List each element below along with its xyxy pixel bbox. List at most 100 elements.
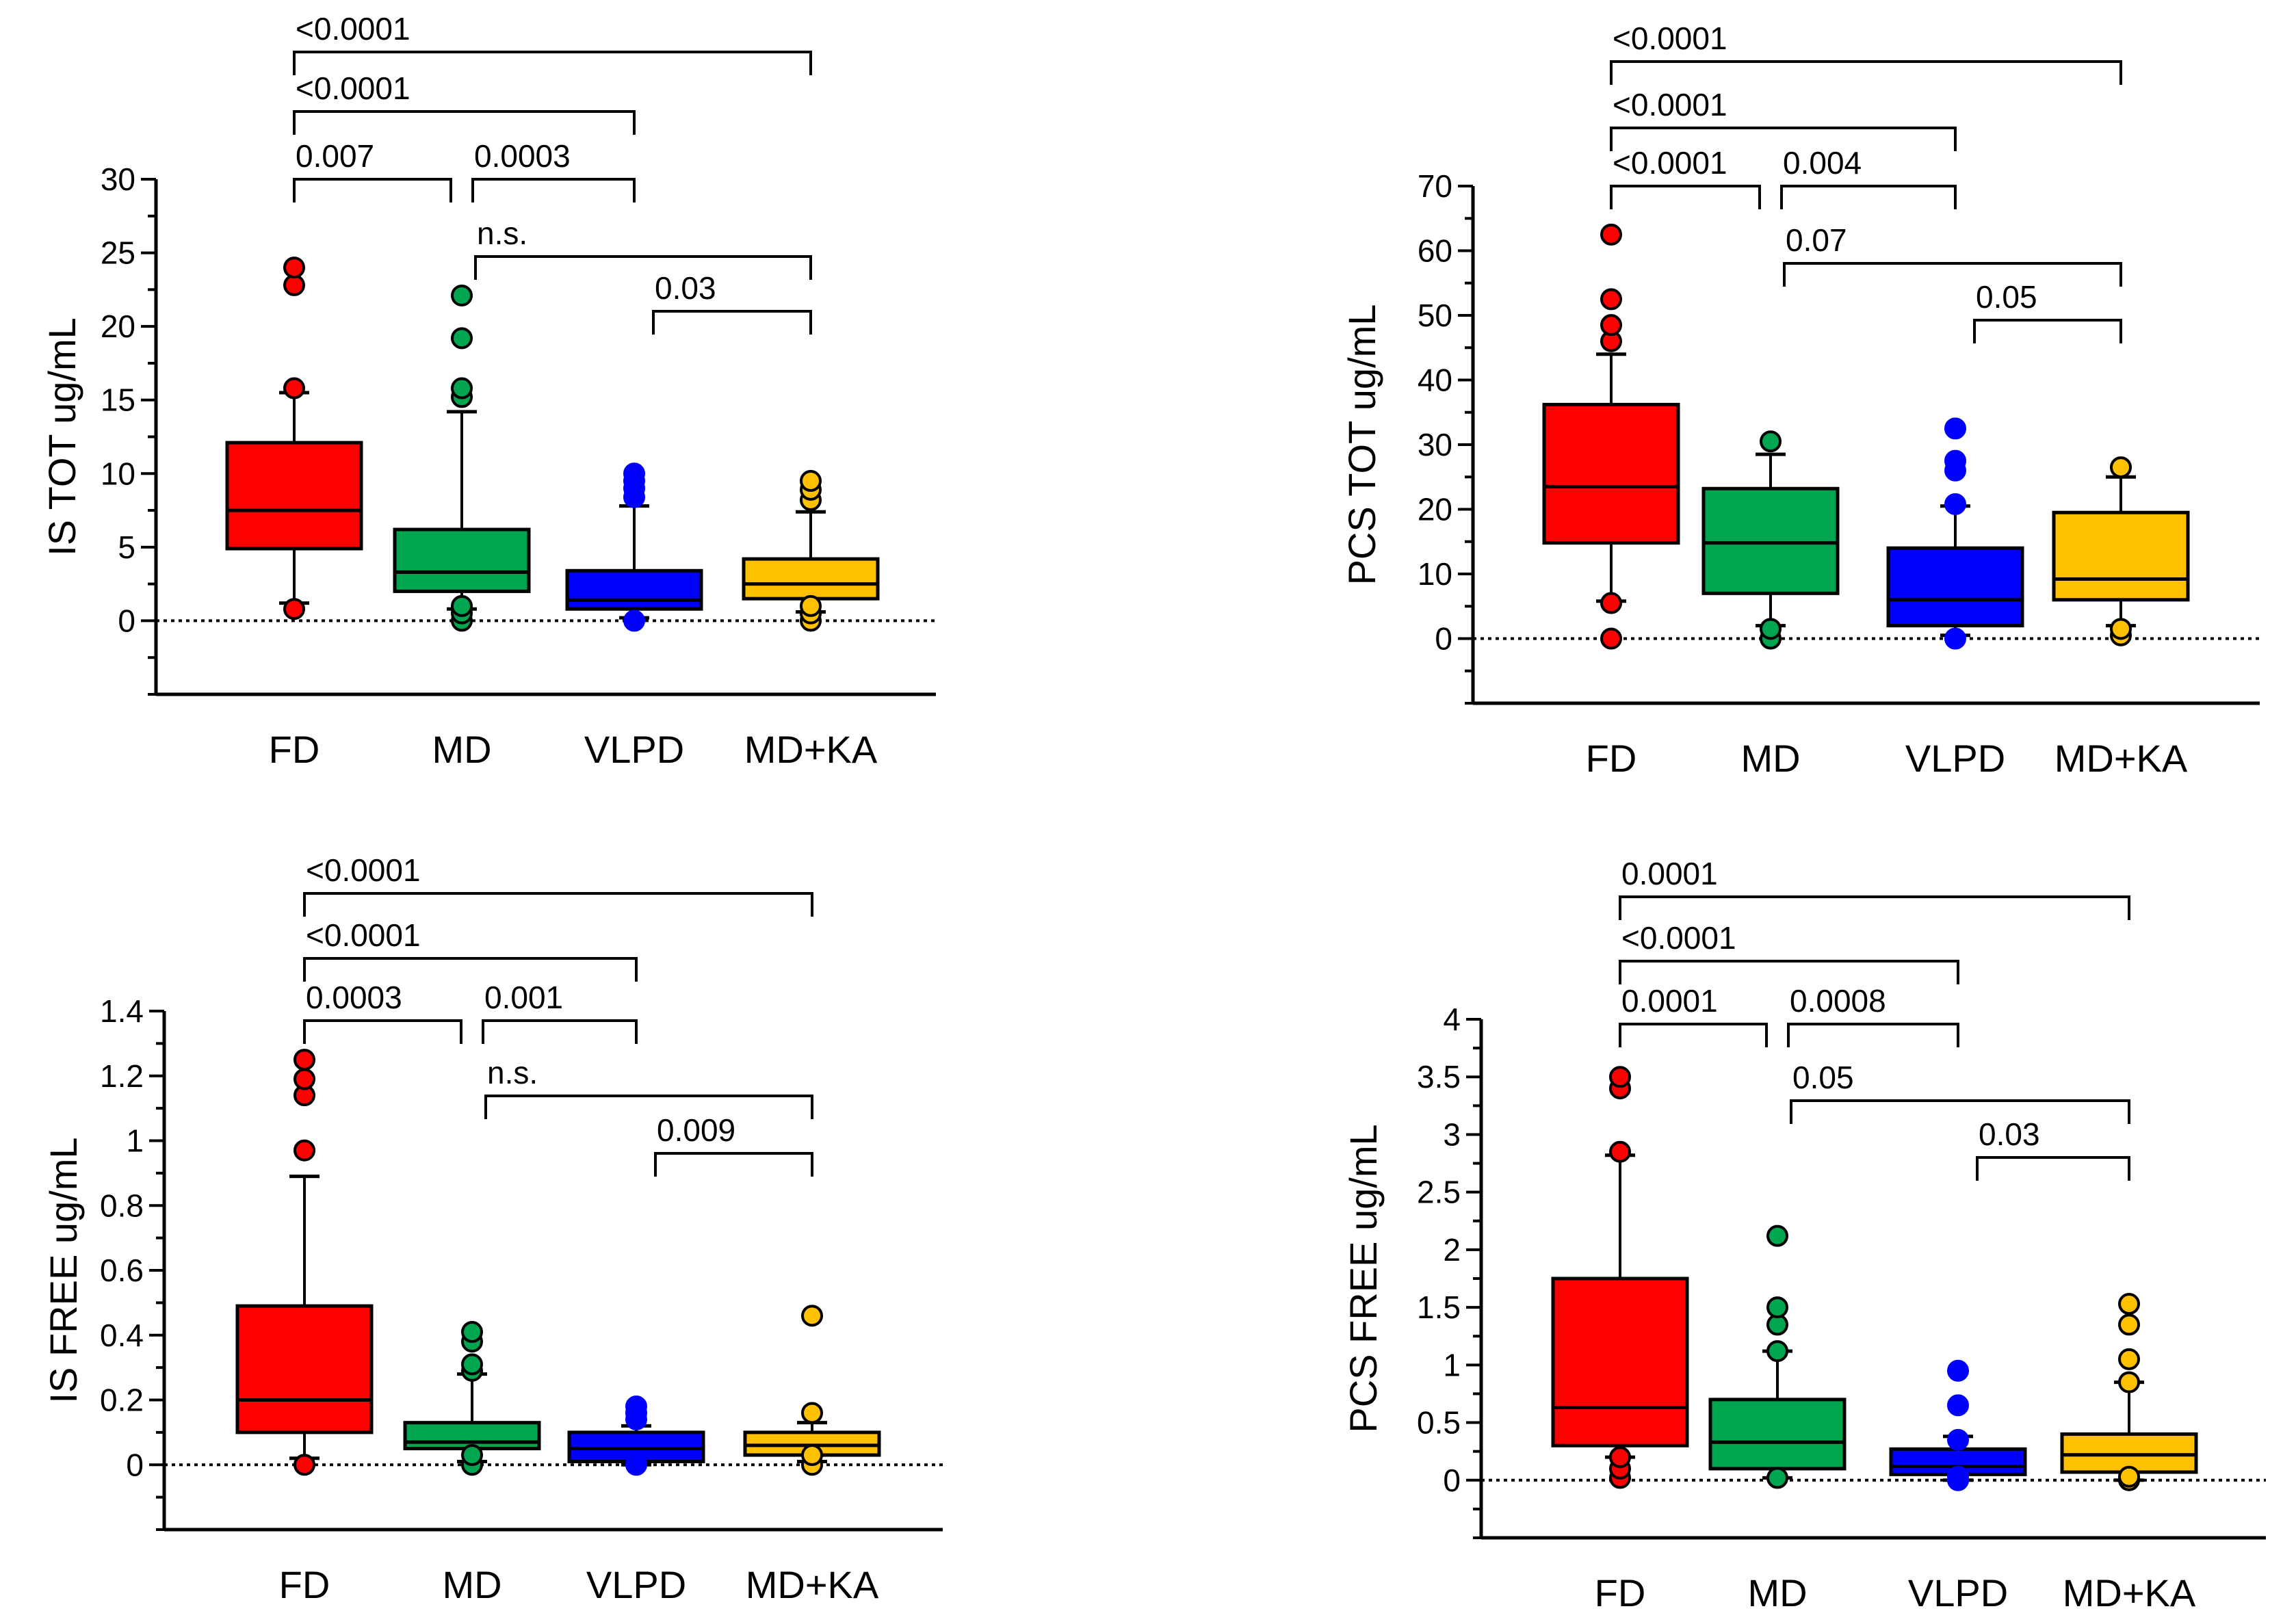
- outlier-point: [801, 1402, 823, 1424]
- p-value-label: n.s.: [477, 215, 527, 251]
- outlier-point: [1947, 1465, 1969, 1488]
- p-value-label: 0.07: [1786, 222, 1847, 258]
- significance-bracket: [654, 1152, 813, 1177]
- y-tick-label: 10: [1418, 556, 1452, 592]
- x-category-label: MD+KA: [2063, 1571, 2196, 1614]
- outlier-point: [800, 594, 822, 617]
- x-category-label: MD: [432, 728, 491, 771]
- significance-bracket: [652, 310, 812, 335]
- significance-bracket: [1780, 185, 1957, 209]
- significance-bracket: [482, 1019, 638, 1044]
- p-value-label: <0.0001: [296, 70, 410, 106]
- x-category-label: VLPD: [584, 728, 684, 771]
- x-category-label: MD+KA: [2054, 737, 2188, 780]
- p-value-label: 0.009: [657, 1112, 735, 1148]
- y-tick-label: 2: [1443, 1232, 1461, 1268]
- outlier-point: [451, 594, 473, 617]
- y-axis-title: IS FREE ug/mL: [42, 1137, 85, 1403]
- significance-bracket: [484, 1095, 813, 1119]
- outlier-point: [1600, 592, 1622, 614]
- outlier-point: [1944, 493, 1966, 515]
- y-tick-label: 15: [101, 382, 135, 418]
- y-tick-label: 1.4: [100, 993, 144, 1029]
- outlier-point: [2110, 456, 2132, 479]
- y-tick-label: 10: [101, 456, 135, 491]
- y-tick-label: 25: [101, 235, 135, 271]
- significance-bracket: [303, 957, 638, 982]
- significance-bracket: [1790, 1099, 2130, 1124]
- y-tick-label: 0.8: [100, 1188, 144, 1223]
- p-value-label: 0.004: [1783, 145, 1862, 181]
- outlier-point: [2118, 1348, 2140, 1370]
- x-category-label: VLPD: [586, 1563, 686, 1606]
- p-value-label: 0.03: [1979, 1116, 2040, 1152]
- x-category-label: MD+KA: [746, 1563, 879, 1606]
- outlier-point: [461, 1444, 483, 1467]
- y-tick-label: 5: [118, 529, 135, 565]
- outlier-point: [1947, 1428, 1969, 1451]
- y-tick-label: 0.4: [100, 1318, 144, 1353]
- y-axis-title: PCS FREE ug/mL: [1342, 1124, 1385, 1432]
- y-tick-label: 0: [1443, 1463, 1461, 1498]
- outlier-point: [451, 284, 473, 306]
- y-tick-label: 0.2: [100, 1383, 144, 1418]
- significance-bracket: [471, 178, 636, 202]
- box-fd: [1551, 1276, 1689, 1448]
- box-fd: [235, 1304, 374, 1435]
- significance-bracket: [1619, 960, 1959, 984]
- box-md: [393, 527, 531, 593]
- significance-bracket: [1976, 1156, 2130, 1181]
- outlier-point: [625, 1395, 647, 1417]
- outlier-point: [1766, 1340, 1788, 1363]
- outlier-point: [1609, 1446, 1631, 1469]
- outlier-point: [1600, 314, 1622, 337]
- box-vlpd: [565, 568, 703, 611]
- outlier-point: [461, 1321, 483, 1344]
- outlier-point: [1947, 1394, 1969, 1417]
- x-category-label: FD: [279, 1563, 330, 1606]
- outlier-point: [1609, 1066, 1631, 1088]
- box-vlpd: [1886, 546, 2024, 628]
- significance-bracket: [1610, 185, 1761, 209]
- outlier-point: [801, 1444, 823, 1467]
- box-fd: [225, 441, 363, 551]
- panel-4: 0 0.5 1 1.5 2 2.5 3 3.5 4 PCS FREE ug/mL FD MD VLPD M…: [1342, 856, 2266, 1614]
- y-axis-title: IS TOT ug/mL: [40, 317, 83, 556]
- y-tick-label: 0.5: [1417, 1405, 1461, 1441]
- outlier-point: [625, 1454, 647, 1476]
- outlier-point: [1760, 430, 1782, 453]
- outlier-point: [451, 377, 473, 400]
- box-fd: [1542, 402, 1680, 545]
- outlier-point: [451, 327, 473, 350]
- p-value-label: 0.05: [1976, 279, 2037, 315]
- significance-bracket: [293, 110, 636, 135]
- y-tick-label: 3.5: [1417, 1059, 1461, 1095]
- y-tick-label: 4: [1443, 1001, 1461, 1037]
- y-tick-label: 0: [1435, 621, 1452, 657]
- y-tick-label: 1: [126, 1123, 144, 1159]
- p-value-label: <0.0001: [1613, 21, 1727, 56]
- y-tick-label: 30: [101, 161, 135, 197]
- outlier-point: [1944, 449, 1966, 472]
- y-tick-label: 2.5: [1417, 1175, 1461, 1210]
- p-value-label: 0.001: [484, 980, 563, 1015]
- y-tick-label: 0: [126, 1447, 144, 1482]
- significance-bracket: [1610, 127, 1957, 151]
- significance-bracket: [293, 51, 812, 75]
- outlier-point: [1600, 288, 1622, 311]
- outlier-point: [1760, 618, 1782, 640]
- box-md: [1708, 1398, 1847, 1471]
- p-value-label: 0.05: [1792, 1060, 1854, 1095]
- box-md-ka: [2052, 510, 2190, 602]
- outlier-point: [623, 610, 645, 632]
- panel-1: 0 5 10 15 20 25 30 IS TOT ug/mL FD MD VLPD MD+KA 0.0…: [40, 11, 936, 771]
- significance-bracket: [1619, 1023, 1768, 1047]
- x-category-label: MD: [442, 1563, 501, 1606]
- y-tick-label: 3: [1443, 1116, 1461, 1152]
- p-value-label: 0.0003: [306, 980, 402, 1015]
- significance-bracket: [1973, 319, 2122, 343]
- outlier-point: [283, 257, 305, 279]
- p-value-label: n.s.: [487, 1055, 538, 1090]
- significance-bracket: [1783, 262, 2122, 287]
